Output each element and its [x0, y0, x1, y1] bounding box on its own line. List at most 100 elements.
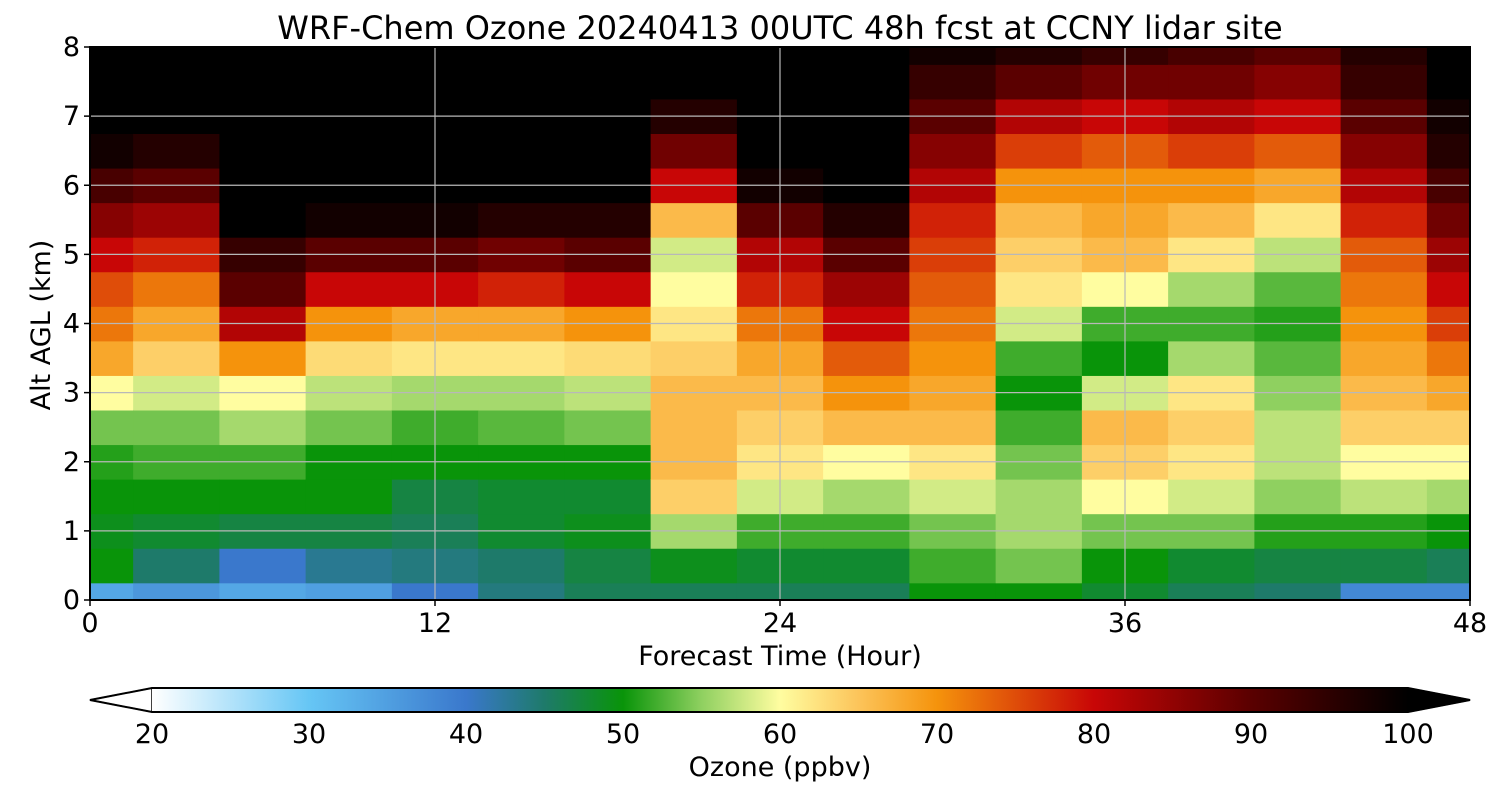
heatmap-cell	[1340, 479, 1428, 515]
heatmap-cell	[1426, 202, 1470, 238]
heatmap-cell	[478, 582, 565, 600]
colorbar-extend-high	[1407, 687, 1471, 713]
x-tick-label: 48	[1453, 608, 1487, 639]
heatmap-cell	[1254, 47, 1342, 65]
heatmap-cell	[823, 409, 910, 446]
heatmap-cell	[823, 479, 910, 515]
heatmap-cell	[305, 271, 393, 307]
heatmap-cell	[1340, 409, 1428, 446]
heatmap-cell	[90, 64, 134, 100]
heatmap-cell	[478, 340, 565, 376]
heatmap-cell	[305, 479, 393, 515]
heatmap-cell	[305, 340, 393, 376]
heatmap-cell	[1254, 133, 1342, 169]
colorbar-tick-label: 60	[763, 719, 797, 750]
heatmap-cell	[1168, 47, 1255, 65]
y-tick-label: 3	[63, 378, 80, 409]
heatmap-cell	[909, 64, 997, 100]
heatmap-cell	[564, 47, 652, 65]
colorbar-label: Ozone (ppbv)	[689, 752, 872, 783]
heatmap-cell	[995, 479, 1083, 515]
heatmap-cell	[90, 47, 134, 65]
heatmap-cell	[1168, 409, 1255, 446]
colorbar-tick-label: 30	[292, 719, 326, 750]
heatmap-cell	[133, 479, 220, 515]
heatmap-cell	[90, 133, 134, 169]
heatmap-cell	[1426, 582, 1470, 600]
heatmap-cell	[823, 340, 910, 376]
heatmap-cell	[909, 340, 997, 376]
colorbar-tick-label: 80	[1077, 719, 1111, 750]
colorbar-tick-label: 100	[1382, 719, 1434, 750]
heatmap-cell	[823, 582, 910, 600]
heatmap-cell	[1254, 64, 1342, 100]
heatmap-cell	[305, 202, 393, 238]
x-axis-label: Forecast Time (Hour)	[638, 641, 922, 672]
heatmap-cell	[1340, 64, 1428, 100]
heatmap-cell	[1168, 340, 1255, 376]
heatmap-cell	[995, 202, 1083, 238]
heatmap-cell	[564, 582, 652, 600]
heatmap-cell	[90, 271, 134, 307]
heatmap-cell	[219, 64, 307, 100]
heatmap-cell	[305, 409, 393, 446]
heatmap-cell	[219, 548, 307, 584]
heatmap-cell	[823, 202, 910, 238]
heatmap-cell	[219, 409, 307, 446]
heatmap-cell	[995, 133, 1083, 169]
heatmap-cell	[823, 47, 910, 65]
heatmap-cell	[995, 548, 1083, 584]
heatmap-cell	[305, 582, 393, 600]
heatmap-cell	[650, 202, 738, 238]
y-tick-label: 7	[63, 101, 80, 132]
heatmap-cell	[1340, 202, 1428, 238]
heatmap-cell	[1254, 409, 1342, 446]
grid-lines	[90, 47, 1470, 600]
heatmap-cell	[305, 47, 393, 65]
heatmap-cell	[995, 47, 1083, 65]
heatmap-cell	[478, 202, 565, 238]
y-tick-label: 0	[63, 585, 80, 616]
heatmap-cell	[1426, 340, 1470, 376]
heatmap-cell	[650, 47, 738, 65]
heatmap-cell	[823, 271, 910, 307]
heatmap-cell	[1340, 271, 1428, 307]
heatmap-cell	[219, 202, 307, 238]
heatmap-cell	[1340, 340, 1428, 376]
colorbar-tick-label: 20	[135, 719, 169, 750]
heatmap-cell	[133, 133, 220, 169]
heatmap-cell	[650, 271, 738, 307]
heatmap-cell	[90, 409, 134, 446]
colorbar: 20 30 40 50 60 70 80 90 100 Ozone (ppbv)	[89, 687, 1471, 783]
heatmap-cell	[90, 582, 134, 600]
heatmap-cell	[478, 409, 565, 446]
heatmap-cell	[650, 409, 738, 446]
heatmap-cell	[478, 548, 565, 584]
heatmap-cell	[133, 409, 220, 446]
chart-title: WRF-Chem Ozone 20240413 00UTC 48h fcst a…	[277, 9, 1282, 47]
heatmap-cell	[650, 548, 738, 584]
y-tick-label: 4	[63, 309, 80, 340]
heatmap-cell	[219, 271, 307, 307]
heatmap-cell	[823, 133, 910, 169]
heatmap-cell	[650, 479, 738, 515]
colorbar-extend-low	[89, 687, 153, 713]
heatmap-cell	[305, 64, 393, 100]
heatmap-cell	[133, 64, 220, 100]
x-tick-label: 24	[763, 608, 797, 639]
heatmap-cell	[478, 133, 565, 169]
heatmap-cell	[1168, 202, 1255, 238]
heatmap-cell	[219, 133, 307, 169]
heatmap-cell	[1254, 340, 1342, 376]
colorbar-outline	[89, 687, 1471, 713]
x-axis-ticks: 0 12 24 36 48	[81, 600, 1487, 639]
heatmap-cell	[650, 64, 738, 100]
heatmap-cell	[650, 133, 738, 169]
colorbar-gradient	[152, 688, 1408, 712]
heatmap-cell	[90, 340, 134, 376]
y-tick-label: 6	[63, 170, 80, 201]
heatmap-cell	[909, 548, 997, 584]
heatmap-cell	[133, 202, 220, 238]
heatmap-cell	[1426, 409, 1470, 446]
colorbar-tick-label: 50	[606, 719, 640, 750]
